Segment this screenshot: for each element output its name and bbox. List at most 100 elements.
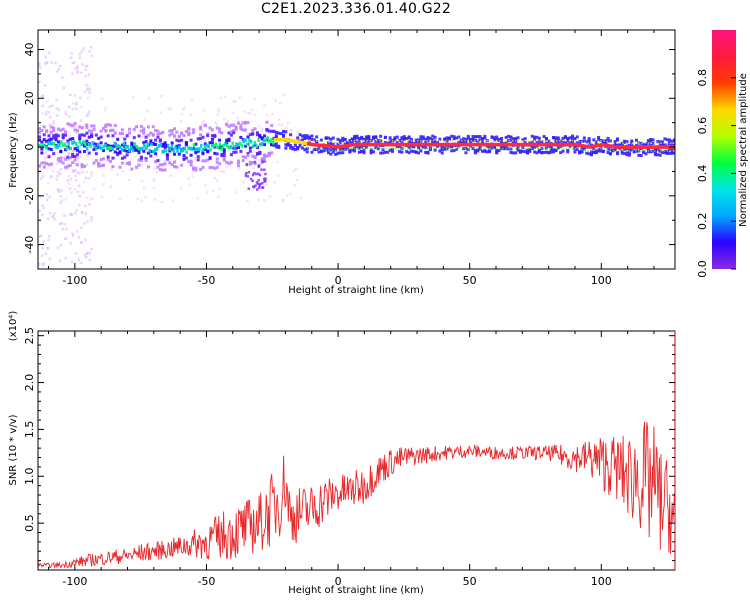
spectrum-cell [273, 181, 276, 184]
spectrum-cell [578, 139, 582, 143]
spectrum-cell [229, 133, 233, 137]
spectrum-cell [544, 136, 548, 140]
spectrum-cell [488, 145, 492, 149]
spectrum-cell [41, 94, 45, 97]
spectrum-cell [85, 170, 88, 174]
spectrum-cell [38, 209, 42, 213]
spectrum-cell [173, 137, 176, 140]
spectrum-cell [151, 142, 155, 146]
spectrum-cell [355, 136, 359, 140]
spectrum-cell [369, 148, 373, 152]
spectrum-cell [77, 157, 80, 160]
spectrum-rim [435, 147, 438, 150]
spectrum-cell [208, 126, 212, 130]
spectrum-cell [44, 252, 48, 256]
spectrum-peak [119, 145, 122, 149]
spectrum-cell [257, 186, 261, 189]
spectrum-cell [61, 161, 65, 165]
spectrum-cell [464, 146, 468, 150]
spectrum-cell [86, 220, 89, 223]
spectrum-cell [103, 108, 107, 112]
spectrum-cell [109, 159, 113, 163]
spectrum-rim [347, 148, 349, 151]
spectrum-cell [658, 149, 662, 153]
spectrum-cell [526, 148, 530, 152]
spectrum-cell [296, 131, 299, 134]
spectrum-cell [249, 177, 253, 181]
spectrum-cell [92, 147, 96, 151]
spectrum-cell [180, 138, 184, 142]
spectrum-peak [542, 142, 546, 147]
x-tick-label: 50 [463, 274, 477, 287]
spectrum-cell [270, 142, 274, 146]
spectrum-cell [234, 146, 238, 150]
spectrum-cell [402, 135, 406, 139]
spectrum-cell [58, 259, 62, 262]
spectrum-rim [533, 147, 536, 150]
spectrum-cell [61, 227, 65, 231]
spectrum-cell [88, 88, 92, 91]
spectrum-peak [400, 142, 404, 147]
spectrum-rim [344, 141, 346, 143]
spectrum-cell [154, 152, 158, 156]
spectrum-rim [612, 149, 615, 152]
spectrum-cell [454, 136, 458, 140]
spectrum-cell [495, 148, 499, 152]
spectrum-cell [431, 134, 435, 138]
spectrum-cell [163, 168, 167, 172]
spectrum-peak [60, 140, 63, 145]
spectrum-cell [67, 115, 71, 118]
spectrum-cell [74, 211, 77, 215]
spectrum-cell [218, 127, 222, 131]
spectrum-cell [213, 133, 217, 137]
spectrum-cell [473, 138, 477, 142]
spectrum-cell [661, 150, 665, 154]
spectrum-rim [461, 147, 463, 150]
spectrum-cell [457, 140, 461, 144]
spectrum-cell [421, 137, 425, 141]
snr-panel: -100 -50 0 50 100 0.51.01.52.02.5 Height of … [8, 311, 676, 596]
spectrum-cell [100, 195, 104, 198]
spectrum-cell [54, 135, 58, 139]
spectrum-cell [182, 154, 186, 158]
spectrum-peak [225, 143, 229, 148]
spectrum-cell [66, 139, 70, 143]
spectrum-rim [464, 147, 466, 150]
spectrum-cell [417, 140, 421, 144]
spectrum-cell [544, 150, 548, 154]
spectrum-cell [201, 165, 205, 169]
spectrum-rim [669, 150, 672, 152]
spectrum-cell [118, 150, 122, 154]
spectrum-cell [47, 111, 51, 114]
spectrum-peak [227, 145, 231, 150]
spectrum-cell [47, 138, 51, 142]
spectrum-peak [150, 142, 153, 147]
spectrum-cell [45, 162, 49, 166]
spectrum-rim [391, 147, 394, 150]
spectrum-rim [590, 149, 593, 152]
spectrum-cell [369, 138, 373, 142]
spectrum-cell [74, 168, 77, 172]
spectrum-cell [65, 167, 68, 171]
spectrum-rim [571, 139, 574, 142]
spectrum-peak [198, 147, 201, 151]
spectrum-cell [206, 134, 210, 138]
spectrum-rim [470, 147, 473, 150]
spectrum-cell [329, 152, 333, 156]
spectrum-cell [92, 124, 96, 128]
spectrum-rim [451, 147, 454, 150]
spectrum-peak [146, 142, 150, 147]
spectrum-rim [666, 150, 668, 152]
spectrogram-x-label: Height of straight line (km) [288, 285, 424, 296]
spectrum-cell [68, 93, 72, 96]
spectrum-cell [417, 146, 421, 150]
spectrum-cell [327, 151, 331, 155]
spectrum-cell [227, 138, 231, 142]
spectrum-peak [290, 138, 293, 143]
spectrum-cell [80, 165, 84, 169]
spectrum-peak [620, 145, 623, 149]
spectrum-cell [78, 52, 82, 56]
spectrum-cell [419, 138, 423, 142]
spectrum-rim [587, 150, 590, 152]
spectrum-cell [393, 138, 397, 142]
